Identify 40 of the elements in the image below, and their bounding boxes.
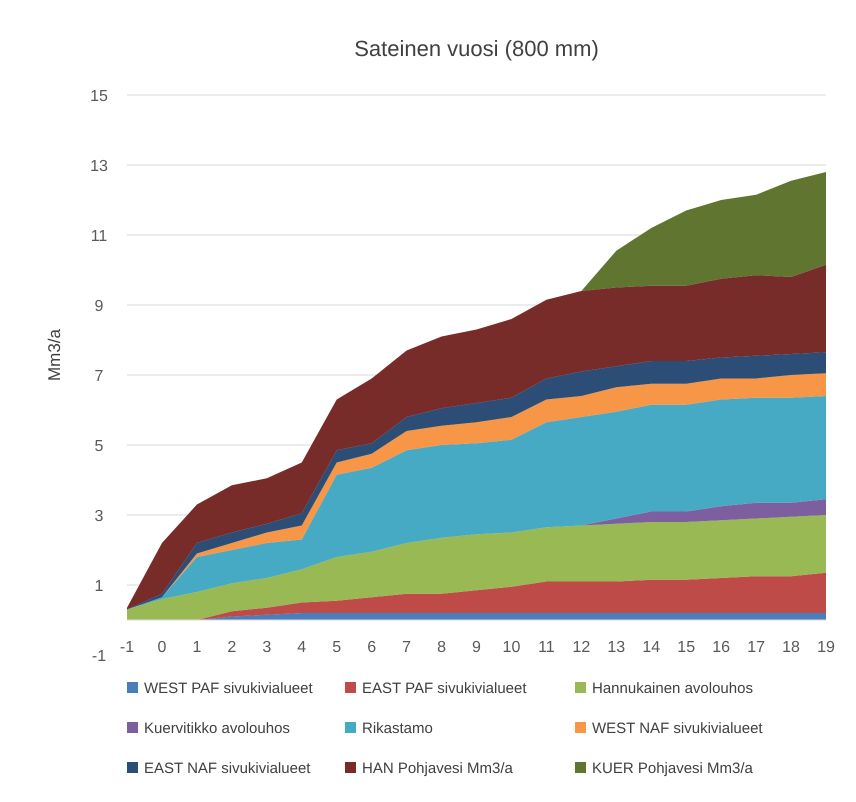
y-tick-label: 7: [94, 368, 104, 385]
legend-label: HAN Pohjavesi Mm3/a: [362, 760, 514, 777]
x-tick-label: 9: [472, 639, 482, 656]
x-tick-label: 8: [437, 639, 446, 656]
legend-label: EAST NAF sivukivialueet: [144, 760, 312, 777]
legend-label: WEST NAF sivukivialueet: [592, 720, 764, 737]
x-tick-label: 15: [677, 639, 696, 656]
y-tick-label: 3: [94, 508, 104, 525]
legend-label: Kuervitikko avolouhos: [144, 720, 290, 737]
x-tick-label: 18: [782, 639, 800, 656]
x-tick-label: 0: [157, 639, 166, 656]
x-tick-label: 3: [262, 639, 272, 656]
legend-label: EAST PAF sivukivialueet: [362, 680, 528, 697]
x-tick-label: -1: [120, 639, 134, 656]
x-tick-label: 19: [817, 639, 835, 656]
chart-title: Sateinen vuosi (800 mm): [354, 36, 599, 61]
x-tick-label: 7: [402, 639, 412, 656]
legend-label: WEST PAF sivukivialueet: [144, 680, 314, 697]
x-tick-label: 13: [607, 639, 626, 656]
x-tick-label: 11: [538, 639, 555, 656]
y-tick-label: 5: [94, 438, 104, 455]
x-tick-label: 2: [227, 639, 236, 656]
y-tick-label: 9: [94, 298, 104, 315]
x-tick-label: 17: [747, 639, 766, 656]
y-tick-label: 13: [90, 158, 108, 175]
x-tick-label: 12: [572, 639, 590, 656]
x-tick-label: 6: [367, 639, 376, 656]
legend-label: KUER Pohjavesi Mm3/a: [592, 760, 754, 777]
y-tick-label: 15: [90, 88, 108, 105]
y-tick-label: 1: [94, 578, 104, 595]
x-tick-label: 1: [192, 639, 202, 656]
legend-label: Rikastamo: [362, 720, 433, 737]
x-tick-label: 4: [297, 639, 306, 656]
y-axis-title: Mm3/a: [45, 328, 64, 381]
y-tick-label: 11: [90, 228, 108, 245]
legend-label: Hannukainen avolouhos: [592, 680, 753, 697]
x-tick-label: 5: [332, 639, 342, 656]
x-tick-label: 16: [712, 639, 730, 656]
x-tick-label: 10: [502, 639, 520, 656]
x-tick-label: 14: [642, 639, 660, 656]
